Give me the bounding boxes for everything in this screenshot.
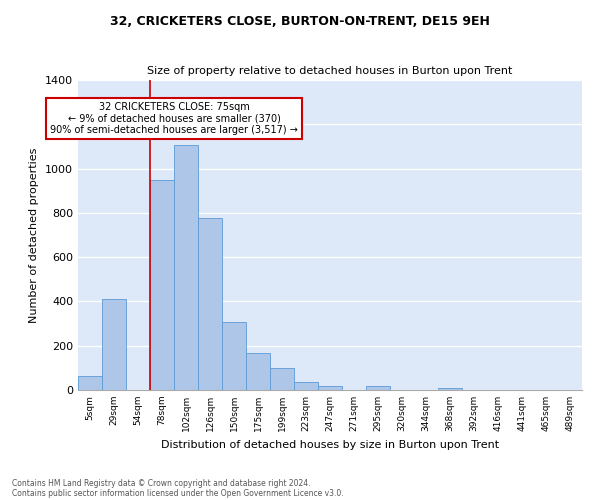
Text: 32 CRICKETERS CLOSE: 75sqm
← 9% of detached houses are smaller (370)
90% of semi: 32 CRICKETERS CLOSE: 75sqm ← 9% of detac… bbox=[50, 102, 298, 136]
Bar bbox=[150, 180, 174, 390]
Bar bbox=[246, 354, 270, 390]
Bar bbox=[174, 146, 198, 390]
Bar bbox=[222, 322, 246, 390]
Bar bbox=[366, 386, 390, 390]
Title: Size of property relative to detached houses in Burton upon Trent: Size of property relative to detached ho… bbox=[148, 66, 512, 76]
Bar bbox=[438, 388, 462, 390]
Bar bbox=[318, 386, 342, 390]
Bar bbox=[102, 299, 126, 390]
Bar bbox=[294, 382, 318, 390]
Bar bbox=[78, 376, 102, 390]
Bar bbox=[270, 368, 294, 390]
Y-axis label: Number of detached properties: Number of detached properties bbox=[29, 148, 40, 322]
X-axis label: Distribution of detached houses by size in Burton upon Trent: Distribution of detached houses by size … bbox=[161, 440, 499, 450]
Text: Contains HM Land Registry data © Crown copyright and database right 2024.: Contains HM Land Registry data © Crown c… bbox=[12, 478, 311, 488]
Text: Contains public sector information licensed under the Open Government Licence v3: Contains public sector information licen… bbox=[12, 488, 344, 498]
Bar bbox=[198, 218, 222, 390]
Text: 32, CRICKETERS CLOSE, BURTON-ON-TRENT, DE15 9EH: 32, CRICKETERS CLOSE, BURTON-ON-TRENT, D… bbox=[110, 15, 490, 28]
